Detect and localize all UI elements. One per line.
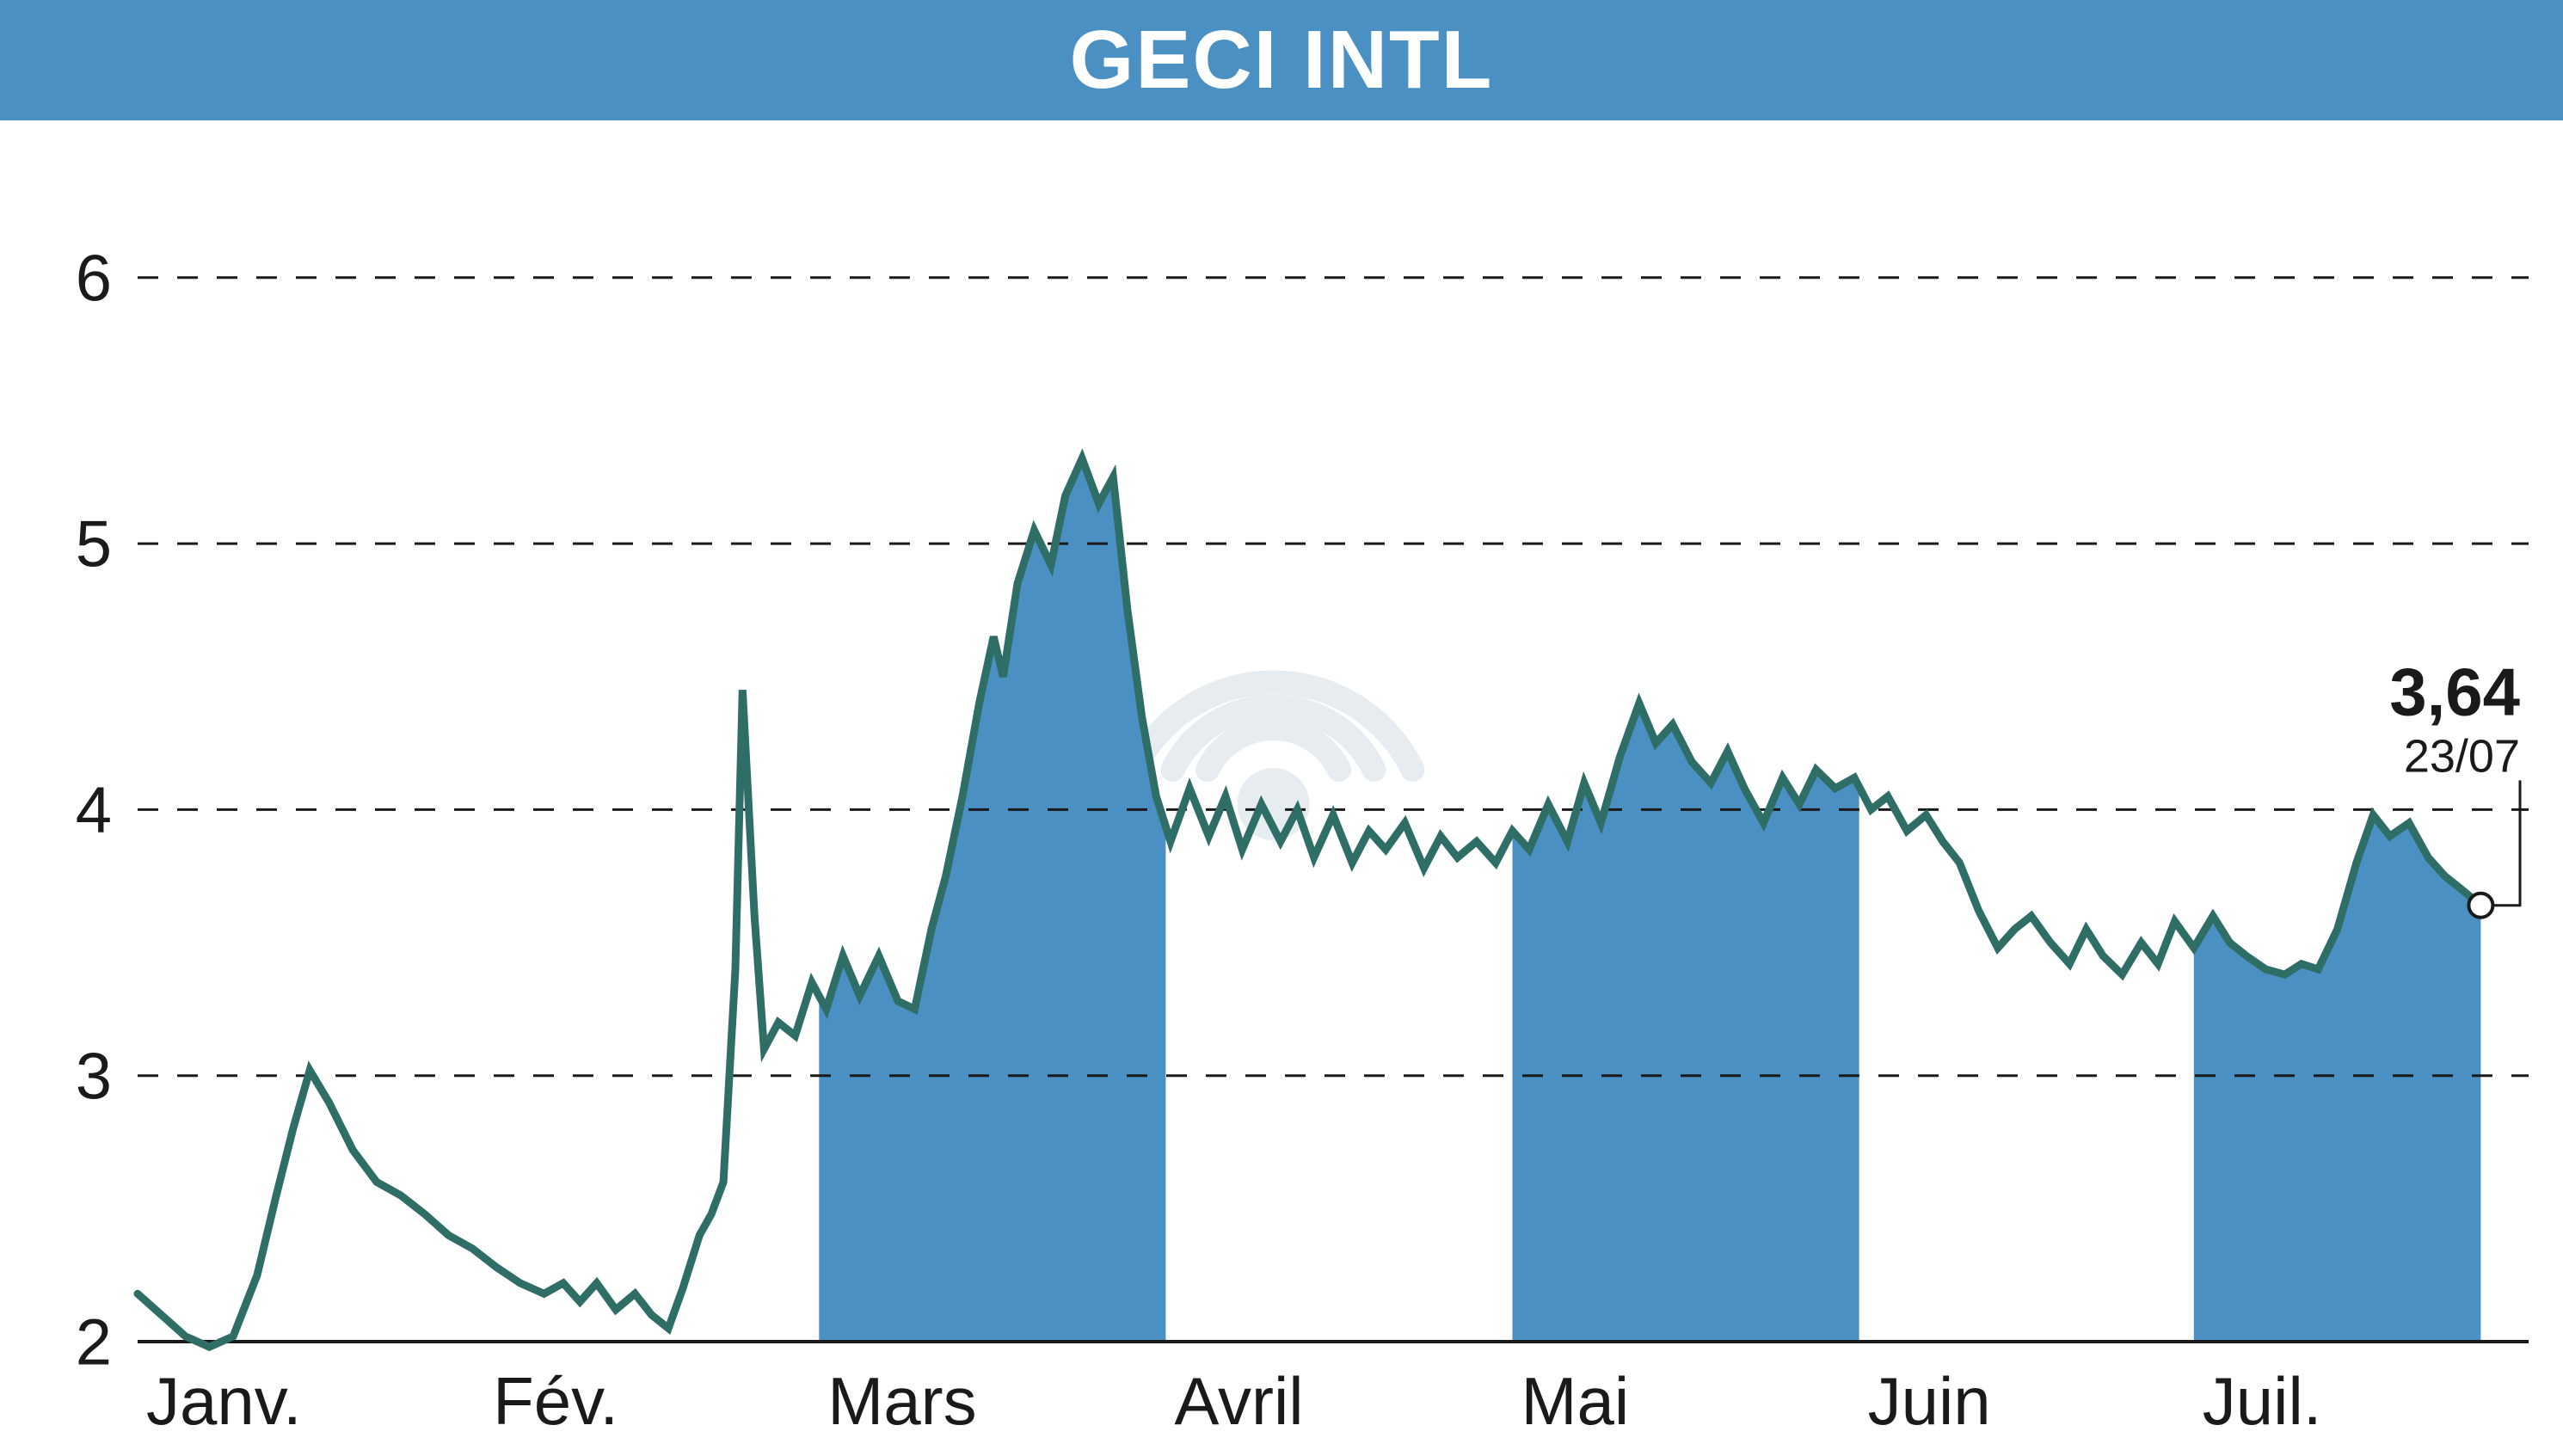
stock-chart: 2 3 4 5 6 Janv. Fév. Mars Avril Mai Juin Juil. 3,642… (0, 0, 2563, 1456)
last-value-leader (2492, 780, 2520, 905)
month-bands (819, 189, 2529, 1350)
x-tick-label: Juin (1868, 1363, 1991, 1439)
x-tick-label: Janv. (146, 1363, 302, 1439)
last-date-label: 23/07 (2404, 730, 2520, 782)
x-tick-label: Mars (827, 1363, 976, 1439)
y-tick-label: 3 (76, 1040, 112, 1113)
x-tick-label: Avril (1174, 1363, 1303, 1439)
x-tick-label: Mai (1521, 1363, 1630, 1439)
y-tick-label: 6 (76, 242, 112, 315)
last-value-label: 3,64 (2389, 654, 2520, 729)
last-point-marker (2468, 894, 2492, 918)
y-tick-label: 4 (76, 774, 112, 847)
x-tick-label: Juil. (2203, 1363, 2322, 1439)
y-tick-label: 2 (76, 1306, 112, 1379)
y-tick-label: 5 (76, 508, 112, 581)
price-line (138, 458, 2480, 1347)
x-tick-label: Fév. (493, 1363, 618, 1439)
chart-container: GECI INTL 23456Janv.Fév.MarsAvrilMaiJuin… (0, 0, 2563, 1456)
